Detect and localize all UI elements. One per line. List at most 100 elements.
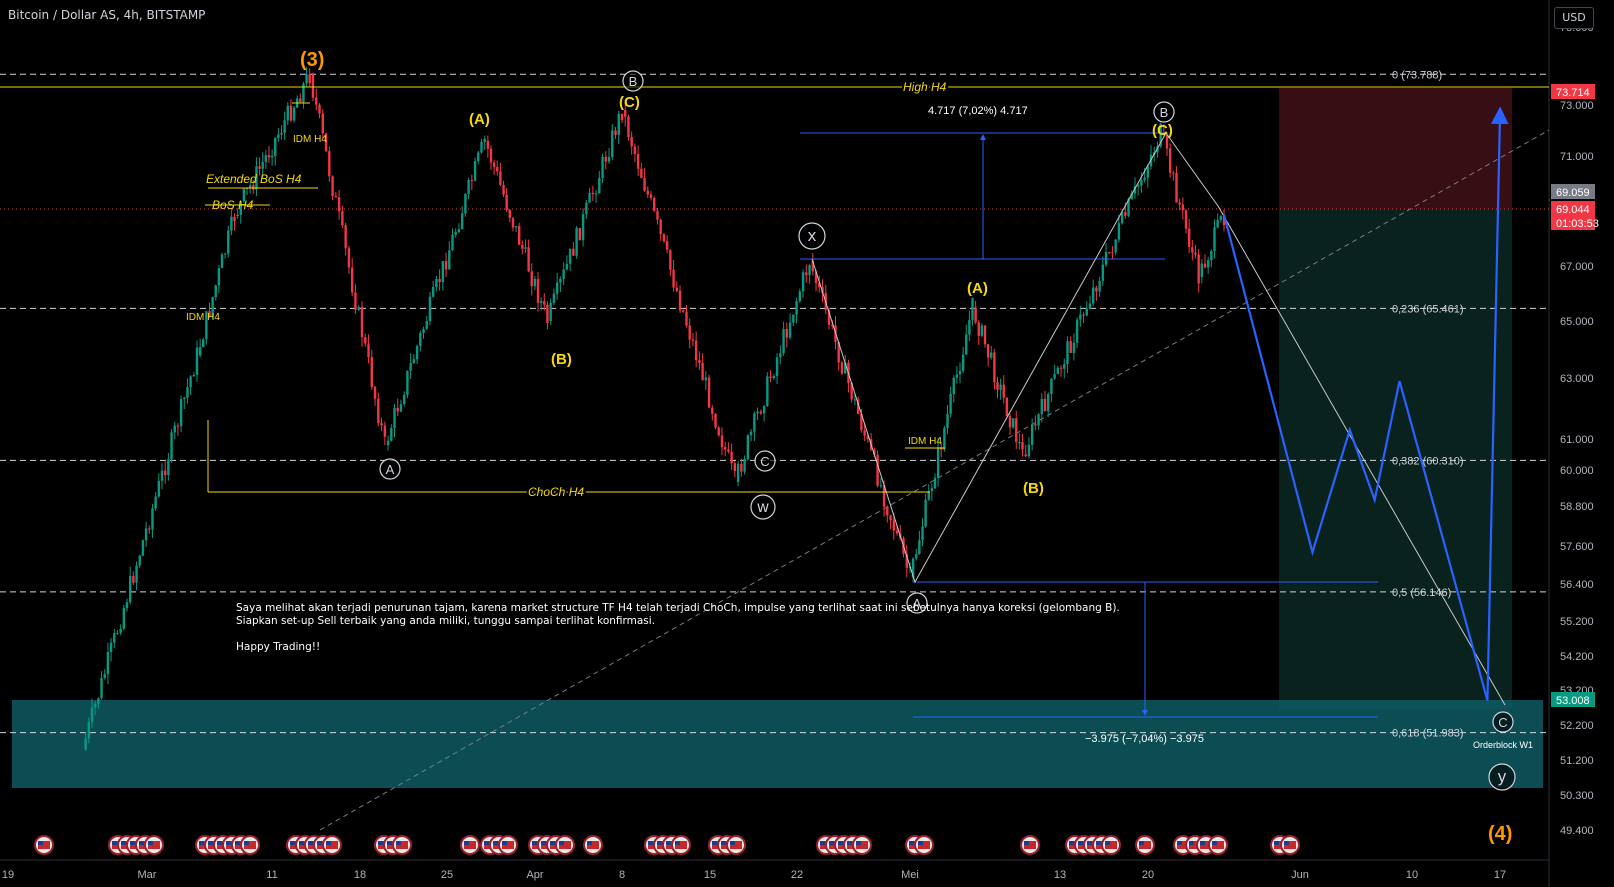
candle-body <box>227 230 230 254</box>
candle-body <box>87 721 91 739</box>
candle-body <box>144 528 148 541</box>
candle-body <box>1140 179 1143 186</box>
flag-canton <box>396 841 401 845</box>
wave-circle <box>1488 763 1516 791</box>
candle-body <box>766 376 769 406</box>
candle-body <box>438 278 441 282</box>
candle-body <box>1040 398 1043 415</box>
candle-body <box>502 184 505 195</box>
candle-body <box>1095 287 1098 292</box>
projection-path[interactable] <box>1222 106 1509 701</box>
price-tick: 49.400 <box>1560 825 1594 837</box>
candle-body <box>505 194 508 210</box>
candle-body <box>1178 202 1181 205</box>
flag-canton <box>1274 841 1279 845</box>
candle-body <box>795 301 798 315</box>
time-tick: 17 <box>1494 869 1506 881</box>
candle-body <box>252 185 255 190</box>
candle-body <box>536 278 540 303</box>
candle-body <box>1114 239 1117 253</box>
candle-body <box>1053 374 1056 379</box>
candle-body <box>176 425 180 427</box>
candle-body <box>782 329 785 354</box>
candle-body <box>1075 319 1079 343</box>
flag-canton <box>838 841 843 845</box>
circled-wave-labels: B A Cw x A B Cy <box>379 70 1516 791</box>
time-tick: 22 <box>791 869 803 881</box>
price-badges: 73.714 69.059 69.044 01:03:53 53.008 <box>1551 84 1599 707</box>
candle-body <box>1219 216 1223 220</box>
currency-selector[interactable]: USD <box>1554 7 1594 29</box>
risk-zone[interactable] <box>1279 88 1512 209</box>
fib-label: 0,618 (51.983) <box>1392 728 1464 740</box>
candle-body <box>999 384 1002 390</box>
candle-body <box>1063 364 1066 369</box>
trend-line-dashed[interactable] <box>319 129 1550 831</box>
candle-body <box>406 370 409 395</box>
candle-body <box>261 161 264 169</box>
price-axis: 75.00073.00071.00069.00067.00065.00063.0… <box>1560 22 1594 837</box>
candle-body <box>514 226 518 228</box>
candle-body <box>688 325 691 340</box>
wave-circle-label: B <box>629 74 638 89</box>
orderblock-zone[interactable] <box>12 700 1543 788</box>
candle-body <box>886 506 889 516</box>
candle-body <box>1133 185 1137 194</box>
flag-canton <box>675 841 680 845</box>
candle-body <box>801 272 805 292</box>
candle-body <box>546 304 549 323</box>
candle-body <box>965 334 968 355</box>
candle-body <box>1024 454 1027 457</box>
flag-canton <box>464 841 469 845</box>
flag-canton <box>1200 841 1205 845</box>
candle-body <box>1187 228 1191 248</box>
wave-zigzag[interactable] <box>811 132 1506 706</box>
candle-body <box>167 459 170 476</box>
candle-body <box>759 411 763 414</box>
candle-body <box>889 515 892 521</box>
wave-circle-label: w <box>756 499 769 516</box>
flag-canton <box>235 841 240 845</box>
wave-circle-label: C <box>760 454 769 469</box>
candle-body <box>289 105 293 121</box>
flag-stripes <box>244 841 256 849</box>
candle-body <box>367 343 370 358</box>
candle-body <box>360 307 364 338</box>
candle-body <box>1005 397 1009 417</box>
candle-body <box>617 113 620 135</box>
flag-canton <box>1096 841 1101 845</box>
candle-body <box>572 248 575 256</box>
candle-body <box>1136 185 1140 187</box>
candle-body <box>930 488 934 492</box>
candle-body <box>585 202 588 215</box>
candle-body <box>511 217 515 228</box>
reward-zone[interactable] <box>1279 209 1512 709</box>
flag-canton <box>1087 841 1092 845</box>
candle-body <box>386 440 390 446</box>
candle-body <box>996 382 999 390</box>
candle-body <box>588 192 591 203</box>
candle-body <box>946 413 949 429</box>
economic-event-flags[interactable] <box>34 835 1300 855</box>
candle-body <box>441 261 445 282</box>
candle-body <box>611 130 614 158</box>
candle-body <box>396 407 399 412</box>
candle-body <box>454 231 457 235</box>
candle-body <box>733 463 737 472</box>
candle-body <box>968 319 971 335</box>
candle-body <box>533 278 537 287</box>
candle-body <box>905 553 908 568</box>
candle-body <box>1015 418 1018 443</box>
price-badge-label: 69.044 <box>1556 204 1590 216</box>
candle-body <box>373 387 377 399</box>
candle-body <box>477 152 480 162</box>
candle-body <box>328 151 331 177</box>
time-tick: 20 <box>1142 869 1154 881</box>
candle-body <box>1034 424 1037 426</box>
flag-canton <box>299 841 304 845</box>
idm-h4-label-b: IDM H4 <box>186 312 220 323</box>
candle-body <box>831 324 834 326</box>
flag-stripes <box>1200 841 1212 849</box>
candle-body <box>412 359 416 364</box>
